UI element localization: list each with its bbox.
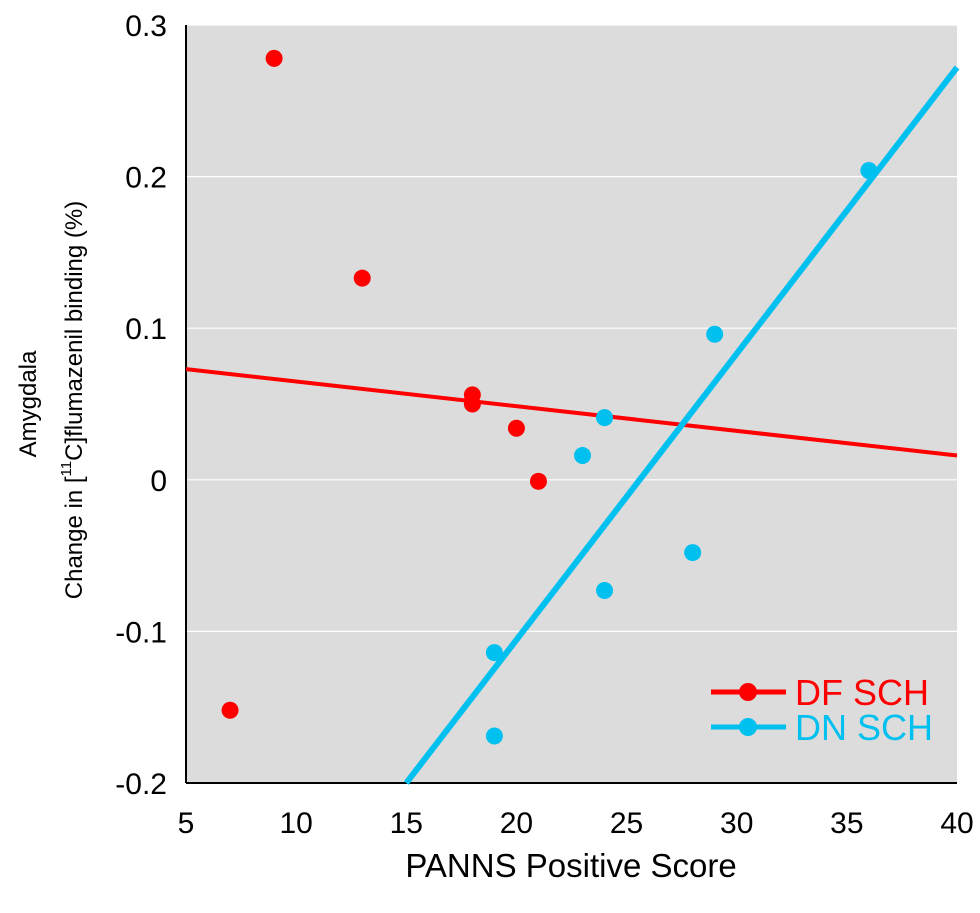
data-point-df-sch: [463, 395, 481, 413]
y-tick-label: -0.1: [115, 616, 167, 649]
x-tick-label: 20: [500, 807, 533, 840]
data-point-df-sch: [265, 49, 283, 67]
grid-lines: [186, 24, 957, 633]
data-point-dn-sch: [684, 544, 702, 562]
data-point-df-sch: [353, 269, 371, 287]
x-tick-label: 40: [940, 807, 973, 840]
y-tick-label: 0.3: [125, 10, 167, 43]
data-point-df-sch: [221, 701, 239, 719]
data-point-dn-sch: [574, 447, 592, 465]
fit-lines: [185, 65, 960, 785]
plot-background: [186, 25, 957, 783]
data-point-dn-sch: [706, 325, 724, 343]
y-tick-label: 0.1: [125, 313, 167, 346]
x-tick-label: 10: [279, 807, 312, 840]
x-tick-label: 25: [610, 807, 643, 840]
data-point-dn-sch: [596, 581, 614, 599]
fit-line-df-sch: [185, 367, 958, 458]
x-tick-label: 5: [178, 807, 195, 840]
y-axis-title-prefix: Change in [: [61, 476, 88, 599]
y-axis-title-line1: Amygdala: [15, 350, 42, 457]
data-point-df-sch: [507, 419, 525, 437]
legend-label-dn-sch: DN SCH: [795, 707, 933, 748]
y-axis-title-line2-group: Change in [11C]flumazenil binding (%): [58, 201, 88, 599]
data-point-dn-sch: [860, 162, 878, 180]
data-point-df-sch: [529, 472, 547, 490]
y-tick-label: -0.2: [115, 768, 167, 801]
y-tick-label: 0: [150, 465, 167, 498]
y-tick-labels: -0.2 -0.1 0 0.1 0.2 0.3: [115, 10, 167, 801]
y-axis-title: Amygdala: [15, 350, 42, 457]
y-tick-label: 0.2: [125, 162, 167, 195]
y-axis-title-superscript: 11: [58, 461, 75, 477]
fit-line-dn-sch: [403, 65, 960, 785]
x-tick-labels: 5 10 15 20 25 30 35 40: [178, 807, 974, 840]
legend: DF SCH DN SCH: [711, 672, 933, 748]
legend-label-df-sch: DF SCH: [795, 672, 929, 713]
legend-marker-df-sch: [739, 683, 757, 701]
x-axis-title: PANNS Positive Score: [405, 847, 736, 884]
x-tick-label: 30: [720, 807, 753, 840]
data-point-dn-sch: [485, 727, 503, 745]
x-tick-label: 35: [830, 807, 863, 840]
y-axis-title-suffix: C]flumazenil binding (%): [61, 201, 88, 461]
legend-marker-dn-sch: [739, 718, 757, 736]
x-tick-label: 15: [390, 807, 423, 840]
y-axis-title-line2: Change in [11C]flumazenil binding (%): [58, 201, 88, 599]
data-point-dn-sch: [485, 644, 503, 662]
data-point-dn-sch: [596, 409, 614, 427]
data-points: [221, 49, 878, 745]
